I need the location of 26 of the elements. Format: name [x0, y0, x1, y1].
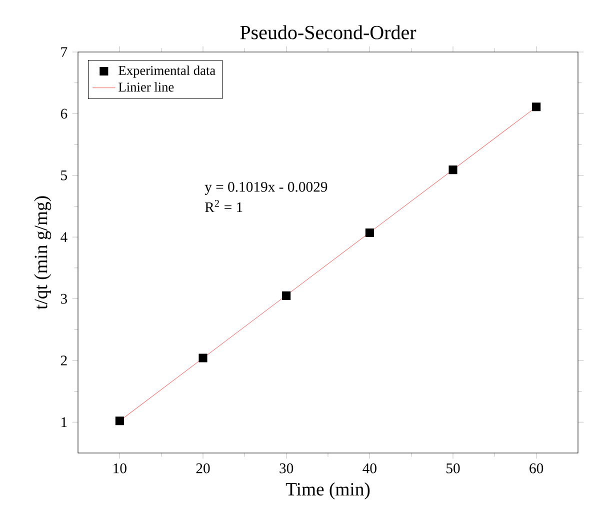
annotation: y = 0.1019x - 0.0029 [204, 182, 328, 195]
point [532, 102, 541, 112]
point [198, 354, 208, 362]
annotation: R$^{2}$ = 1 [205, 200, 242, 212]
x-tick-label: 50 [446, 463, 460, 474]
point [282, 291, 291, 300]
y-tick-label: 7 [61, 47, 68, 57]
y-axis-title: t/qt (min g/mg) [34, 196, 52, 310]
y-tick-label: 3 [60, 294, 68, 304]
y-tick-label: 6 [60, 108, 68, 119]
chart-title: Pseudo-Second-Order [240, 25, 416, 40]
y-tick-label: 5 [61, 170, 68, 180]
y-tick-label: 4 [60, 232, 68, 242]
y-tick-label: 1 [62, 417, 67, 427]
x-axis-title: Time (min) [286, 482, 370, 500]
legend-label: Linier line [118, 82, 174, 92]
y-tick-label: 2 [60, 356, 67, 366]
x-tick-label: 30 [280, 463, 294, 474]
x-tick-label: 40 [362, 463, 376, 474]
point [365, 228, 374, 238]
x-tick-label: 10 [114, 463, 126, 474]
legend-label: Experimental data [118, 66, 216, 78]
point [115, 416, 124, 426]
point [448, 166, 458, 174]
x-tick-label: 20 [196, 463, 210, 474]
x-tick-label: 60 [530, 463, 544, 474]
